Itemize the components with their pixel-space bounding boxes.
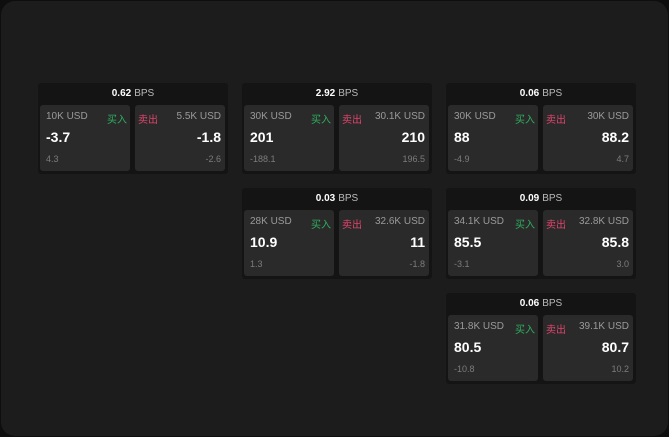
spread-value: 0.06 — [519, 88, 540, 99]
spread-header: 2.92 BPS — [242, 83, 432, 104]
sell-size: 39.1K USD — [578, 321, 629, 332]
quote-card: 0.62 BPS 10K USD 买入 -3.7 4.3 卖出 5.5K USD … — [38, 83, 228, 174]
sell-label[interactable]: 卖出 — [546, 325, 566, 336]
sell-change: 4.7 — [616, 154, 629, 164]
buy-size: 30K USD — [454, 111, 496, 122]
sell-cell[interactable]: 卖出 30K USD 88.2 4.7 — [543, 105, 633, 171]
sell-label[interactable]: 卖出 — [138, 115, 158, 126]
sell-cell[interactable]: 卖出 30.1K USD 210 196.5 — [339, 105, 429, 171]
buy-change: -188.1 — [250, 154, 276, 164]
quote-card: 0.03 BPS 28K USD 买入 10.9 1.3 卖出 32.6K USD… — [242, 188, 432, 279]
buy-cell[interactable]: 10K USD 买入 -3.7 4.3 — [40, 105, 130, 171]
sell-change: 3.0 — [616, 259, 629, 269]
buy-price: 201 — [250, 129, 274, 145]
sell-change: -1.8 — [409, 259, 425, 269]
sell-cell[interactable]: 卖出 32.6K USD 11 -1.8 — [339, 210, 429, 276]
buy-size: 28K USD — [250, 216, 292, 227]
buy-size: 31.8K USD — [454, 321, 505, 332]
spread-value: 0.09 — [519, 193, 540, 204]
spread-header: 0.62 BPS — [38, 83, 228, 104]
spread-header: 0.06 BPS — [446, 293, 636, 314]
sell-price: 11 — [410, 234, 425, 250]
spread-unit: BPS — [542, 298, 563, 309]
spread-unit: BPS — [542, 193, 563, 204]
sell-cell[interactable]: 卖出 39.1K USD 80.7 10.2 — [543, 315, 633, 381]
quote-card: 0.09 BPS 34.1K USD 买入 85.5 -3.1 卖出 32.8K … — [446, 188, 636, 279]
quote-card: 0.06 BPS 30K USD 买入 88 -4.9 卖出 30K USD 88… — [446, 83, 636, 174]
sell-size: 30.1K USD — [374, 111, 425, 122]
sell-size: 32.6K USD — [374, 216, 425, 227]
spread-value: 0.03 — [315, 193, 336, 204]
sell-size: 30K USD — [587, 111, 629, 122]
buy-change: 1.3 — [250, 259, 263, 269]
spread-header: 0.09 BPS — [446, 188, 636, 209]
buy-cell[interactable]: 30K USD 买入 88 -4.9 — [448, 105, 538, 171]
sell-price: 80.7 — [601, 339, 629, 355]
buy-change: 4.3 — [46, 154, 59, 164]
buy-change: -3.1 — [454, 259, 470, 269]
sell-label[interactable]: 卖出 — [546, 220, 566, 231]
sell-price: 85.8 — [601, 234, 629, 250]
buy-cell[interactable]: 30K USD 买入 201 -188.1 — [244, 105, 334, 171]
buy-label[interactable]: 买入 — [515, 325, 535, 336]
spread-unit: BPS — [338, 193, 359, 204]
sell-label[interactable]: 卖出 — [546, 115, 566, 126]
sell-label[interactable]: 卖出 — [342, 220, 362, 231]
buy-cell[interactable]: 31.8K USD 买入 80.5 -10.8 — [448, 315, 538, 381]
quote-card: 0.06 BPS 31.8K USD 买入 80.5 -10.8 卖出 39.1K… — [446, 293, 636, 384]
sell-change: -2.6 — [205, 154, 221, 164]
sell-price: 88.2 — [601, 129, 629, 145]
buy-size: 30K USD — [250, 111, 292, 122]
buy-size: 10K USD — [46, 111, 88, 122]
sell-size: 32.8K USD — [578, 216, 629, 227]
buy-label[interactable]: 买入 — [311, 115, 331, 126]
buy-label[interactable]: 买入 — [107, 115, 127, 126]
buy-cell[interactable]: 28K USD 买入 10.9 1.3 — [244, 210, 334, 276]
sell-cell[interactable]: 卖出 5.5K USD -1.8 -2.6 — [135, 105, 225, 171]
sell-size: 5.5K USD — [176, 111, 221, 122]
spread-header: 0.03 BPS — [242, 188, 432, 209]
buy-size: 34.1K USD — [454, 216, 505, 227]
buy-change: -10.8 — [454, 364, 475, 374]
sell-cell[interactable]: 卖出 32.8K USD 85.8 3.0 — [543, 210, 633, 276]
spread-unit: BPS — [134, 88, 155, 99]
buy-change: -4.9 — [454, 154, 470, 164]
buy-price: 10.9 — [250, 234, 278, 250]
buy-cell[interactable]: 34.1K USD 买入 85.5 -3.1 — [448, 210, 538, 276]
buy-price: 85.5 — [454, 234, 482, 250]
sell-change: 10.2 — [611, 364, 629, 374]
buy-label[interactable]: 买入 — [311, 220, 331, 231]
spread-unit: BPS — [338, 88, 359, 99]
buy-price: -3.7 — [46, 129, 71, 145]
sell-change: 196.5 — [402, 154, 425, 164]
spread-unit: BPS — [542, 88, 563, 99]
spread-value: 2.92 — [315, 88, 336, 99]
spread-value: 0.62 — [111, 88, 132, 99]
quote-card: 2.92 BPS 30K USD 买入 201 -188.1 卖出 30.1K U… — [242, 83, 432, 174]
buy-label[interactable]: 买入 — [515, 220, 535, 231]
buy-price: 80.5 — [454, 339, 482, 355]
sell-price: 210 — [401, 129, 425, 145]
spread-value: 0.06 — [519, 298, 540, 309]
sell-label[interactable]: 卖出 — [342, 115, 362, 126]
spread-header: 0.06 BPS — [446, 83, 636, 104]
buy-price: 88 — [454, 129, 470, 145]
buy-label[interactable]: 买入 — [515, 115, 535, 126]
sell-price: -1.8 — [196, 129, 221, 145]
